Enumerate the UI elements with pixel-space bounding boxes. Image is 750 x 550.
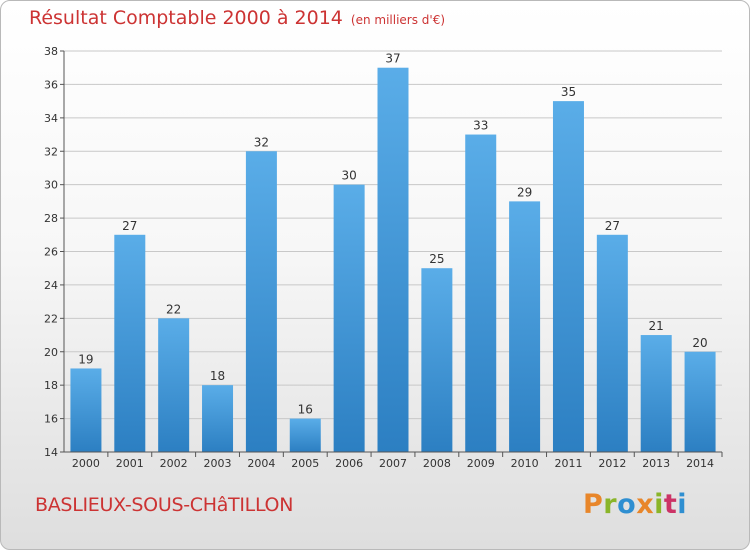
chart-unit: (en milliers d'€)	[350, 13, 446, 27]
data-label: 16	[298, 403, 313, 417]
bar	[596, 234, 628, 452]
y-tick-label: 28	[44, 212, 58, 225]
logo-letter: i	[654, 489, 664, 520]
data-label: 29	[517, 185, 532, 199]
logo-letter: P	[583, 489, 604, 520]
data-label: 19	[78, 352, 93, 366]
y-tick-label: 24	[44, 279, 58, 292]
x-tick-label: 2010	[511, 457, 539, 470]
bar	[333, 184, 365, 452]
logo-letter: x	[636, 489, 655, 520]
x-tick-label: 2002	[160, 457, 188, 470]
bar	[245, 151, 277, 452]
logo-letter: i	[677, 489, 688, 520]
bars-group	[70, 67, 716, 452]
bar	[202, 385, 234, 452]
y-tick-label: 16	[44, 413, 58, 426]
x-tick-label: 2012	[598, 457, 626, 470]
logo-letter: t	[663, 489, 678, 520]
data-label: 18	[210, 369, 225, 383]
x-tick-label: 2001	[116, 457, 144, 470]
y-tick-label: 20	[44, 346, 58, 359]
data-label: 20	[692, 336, 707, 350]
y-tick-label: 18	[44, 379, 58, 392]
logo-letter: r	[603, 489, 618, 520]
x-tick-label: 2011	[554, 457, 582, 470]
bar	[421, 268, 453, 452]
data-label: 37	[385, 52, 400, 66]
data-label: 30	[341, 169, 356, 183]
data-label: 35	[561, 85, 576, 99]
y-tick-label: 34	[44, 112, 58, 125]
data-label: 25	[429, 252, 444, 266]
bar	[684, 351, 716, 452]
data-label: 33	[473, 119, 488, 133]
x-tick-label: 2009	[467, 457, 495, 470]
bar	[114, 234, 146, 452]
bar	[509, 201, 541, 452]
data-label: 22	[166, 302, 181, 316]
data-label: 32	[254, 135, 269, 149]
axes	[60, 50, 723, 457]
data-label: 27	[605, 219, 620, 233]
x-tick-label: 2004	[247, 457, 275, 470]
chart-title-text: Résultat Comptable 2000 à 2014	[29, 7, 343, 29]
data-label: 27	[122, 219, 137, 233]
bar	[158, 318, 190, 452]
x-tick-label: 2005	[291, 457, 319, 470]
y-tick-label: 14	[44, 446, 58, 459]
bar	[465, 134, 497, 452]
chart-title: Résultat Comptable 2000 à 2014 (en millie…	[29, 7, 445, 29]
x-tick-label: 2014	[686, 457, 714, 470]
x-tick-label: 2003	[204, 457, 232, 470]
town-name: BASLIEUX-SOUS-CHâTILLON	[35, 494, 294, 516]
y-tick-label: 26	[44, 246, 58, 259]
data-label: 21	[649, 319, 664, 333]
y-tick-label: 22	[44, 312, 58, 325]
y-tick-label: 32	[44, 145, 58, 158]
logo-letter: o	[617, 489, 637, 520]
bar	[552, 101, 584, 452]
y-tick-label: 38	[44, 45, 58, 58]
bar	[377, 67, 409, 452]
labels-group: 14 16 18 20 22 24 26 28 30 32 34 36 38 19 2000 27 2001 22…	[44, 45, 714, 470]
x-tick-label: 2007	[379, 457, 407, 470]
x-tick-label: 2008	[423, 457, 451, 470]
bar	[640, 335, 672, 452]
proxiti-logo[interactable]: Proxiti	[583, 489, 687, 520]
x-tick-label: 2013	[642, 457, 670, 470]
x-tick-label: 2000	[72, 457, 100, 470]
y-tick-label: 30	[44, 179, 58, 192]
bar	[289, 418, 321, 452]
x-tick-label: 2006	[335, 457, 363, 470]
bar	[70, 368, 102, 452]
y-tick-label: 36	[44, 78, 58, 91]
